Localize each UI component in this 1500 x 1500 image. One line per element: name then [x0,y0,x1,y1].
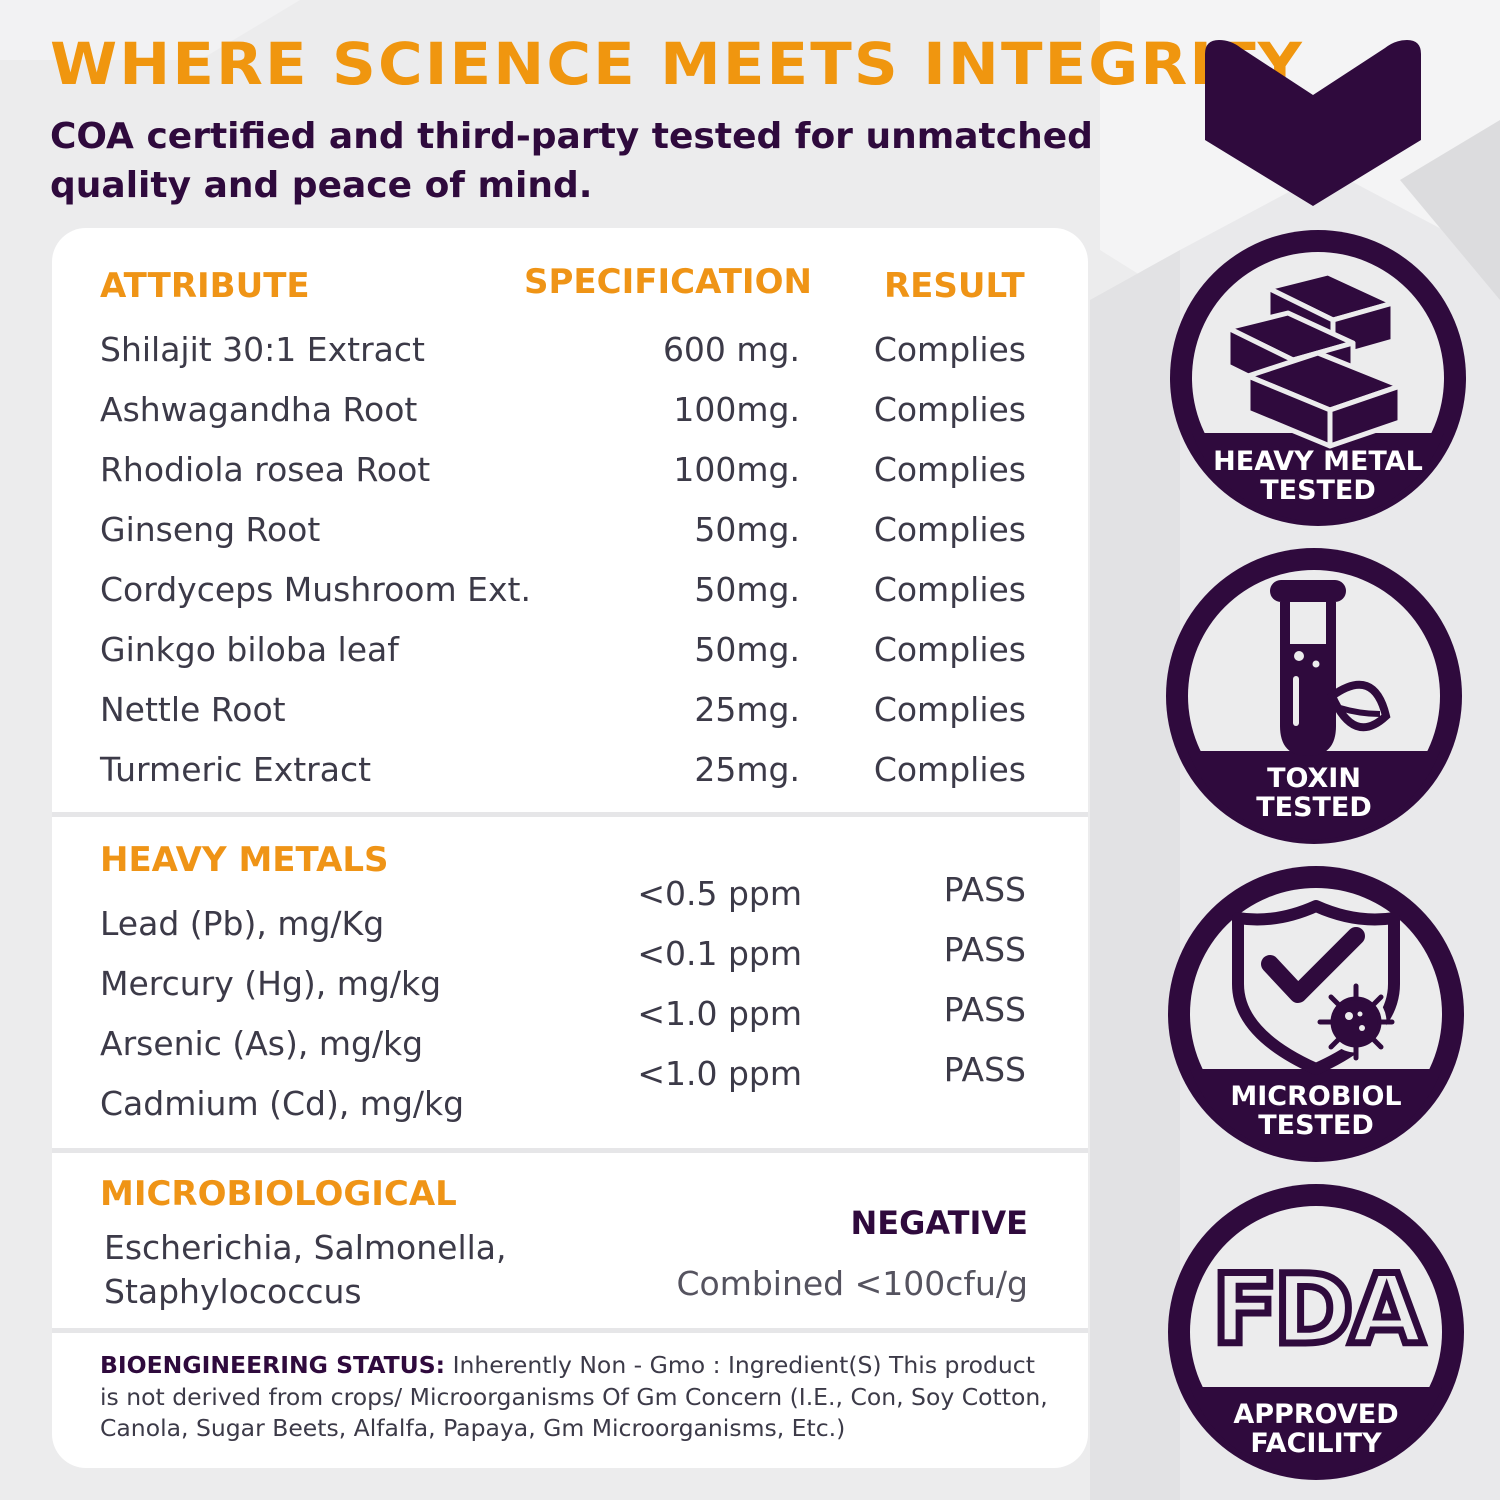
badge-label-line2: TESTED [1258,1110,1374,1141]
ingredient-name: Nettle Root [100,690,286,729]
microbiol-tested-badge: MICROBIOL TESTED [1166,864,1466,1164]
bioengineering-label: BIOENGINEERING STATUS: [100,1351,446,1379]
metal-name: Lead (Pb), mg/Kg [100,904,385,943]
bioengineering-text: Inherently Non - Gmo : Ingredient(S) Thi… [100,1351,1048,1442]
headline: WHERE SCIENCE MEETS INTEGRITY [50,30,1304,98]
microbiological-result: NEGATIVE [850,1204,1028,1242]
ingredient-result: Complies [873,630,1026,669]
microbiological-limit: Combined <100cfu/g [676,1264,1028,1303]
badge-label-line2: TESTED [1260,475,1376,506]
gold-bars-icon [1225,270,1403,449]
fda-icon: FDA [1209,1254,1428,1366]
metal-result: PASS [943,930,1026,969]
badge-label-line2: TESTED [1256,792,1372,823]
ingredient-spec: 50mg. [694,630,800,669]
ingredient-result: Complies [873,330,1026,369]
ingredient-spec: 100mg. [673,450,800,489]
badge-label: HEAVY METAL TESTED [1188,447,1448,505]
organisms-line-1: Escherichia, Salmonella, [104,1228,507,1267]
badge-label-line2: FACILITY [1250,1428,1382,1459]
header-specification: SPECIFICATION [524,262,812,302]
metal-limit: <1.0 ppm [637,994,802,1033]
badge-label: MICROBIOL TESTED [1186,1082,1446,1140]
metal-result: PASS [943,1050,1026,1089]
ingredient-result: Complies [873,390,1026,429]
metal-limit: <1.0 ppm [637,1054,802,1093]
toxin-tested-badge: TOXIN TESTED [1164,546,1464,846]
organisms-line-2: Staphylococcus [104,1272,362,1311]
header-attribute: ATTRIBUTE [100,266,310,306]
badge-label-line1: HEAVY METAL [1213,446,1423,477]
approved-facility-badge: FDA APPROVED FACILITY [1166,1182,1466,1482]
badge-label-line1: TOXIN [1267,763,1361,794]
shield-check-microbe-icon [1232,900,1400,1075]
metal-limit: <0.5 ppm [637,874,802,913]
ingredient-spec: 25mg. [694,750,800,789]
ingredient-spec: 50mg. [694,510,800,549]
ingredient-spec: 50mg. [694,570,800,609]
ingredient-result: Complies [873,450,1026,489]
metal-limit: <0.1 ppm [637,934,802,973]
metal-result: PASS [943,990,1026,1029]
ingredient-spec: 25mg. [694,690,800,729]
ingredient-name: Ginkgo biloba leaf [100,630,399,669]
header-result: RESULT [884,266,1025,306]
ingredient-spec: 600 mg. [662,330,800,369]
ingredient-name: Turmeric Extract [100,750,372,789]
ingredient-name: Shilajit 30:1 Extract [100,330,425,369]
coa-card: ATTRIBUTE SPECIFICATION RESULT Shilajit … [52,228,1088,1468]
metal-result: PASS [943,870,1026,909]
section-divider [52,812,1088,817]
ingredient-result: Complies [873,750,1026,789]
microbiological-title: MICROBIOLOGICAL [100,1174,457,1214]
ingredient-name: Rhodiola rosea Root [100,450,431,489]
ingredient-name: Ashwagandha Root [100,390,418,429]
heavy-metals-title: HEAVY METALS [100,840,389,880]
badge-label: TOXIN TESTED [1184,764,1444,822]
test-tube-leaf-icon [1270,580,1391,756]
badge-label-line1: APPROVED [1233,1399,1399,1430]
ingredient-result: Complies [873,690,1026,729]
subheadline: COA certified and third-party tested for… [50,116,1093,206]
ingredient-name: Ginseng Root [100,510,321,549]
bioengineering-status: BIOENGINEERING STATUS: Inherently Non - … [100,1350,1050,1445]
metal-name: Mercury (Hg), mg/kg [100,964,442,1003]
badge-label-line1: MICROBIOL [1230,1081,1402,1112]
ingredient-name: Cordyceps Mushroom Ext. [100,570,531,609]
brand-chevron-icon [1205,40,1421,206]
ingredient-result: Complies [873,510,1026,549]
section-divider [52,1328,1088,1333]
ingredient-spec: 100mg. [673,390,800,429]
metal-name: Cadmium (Cd), mg/kg [100,1084,465,1123]
ingredient-result: Complies [873,570,1026,609]
metal-name: Arsenic (As), mg/kg [100,1024,424,1063]
badge-label: APPROVED FACILITY [1186,1400,1446,1458]
section-divider [52,1148,1088,1153]
heavy-metal-tested-badge: HEAVY METAL TESTED [1168,228,1468,528]
